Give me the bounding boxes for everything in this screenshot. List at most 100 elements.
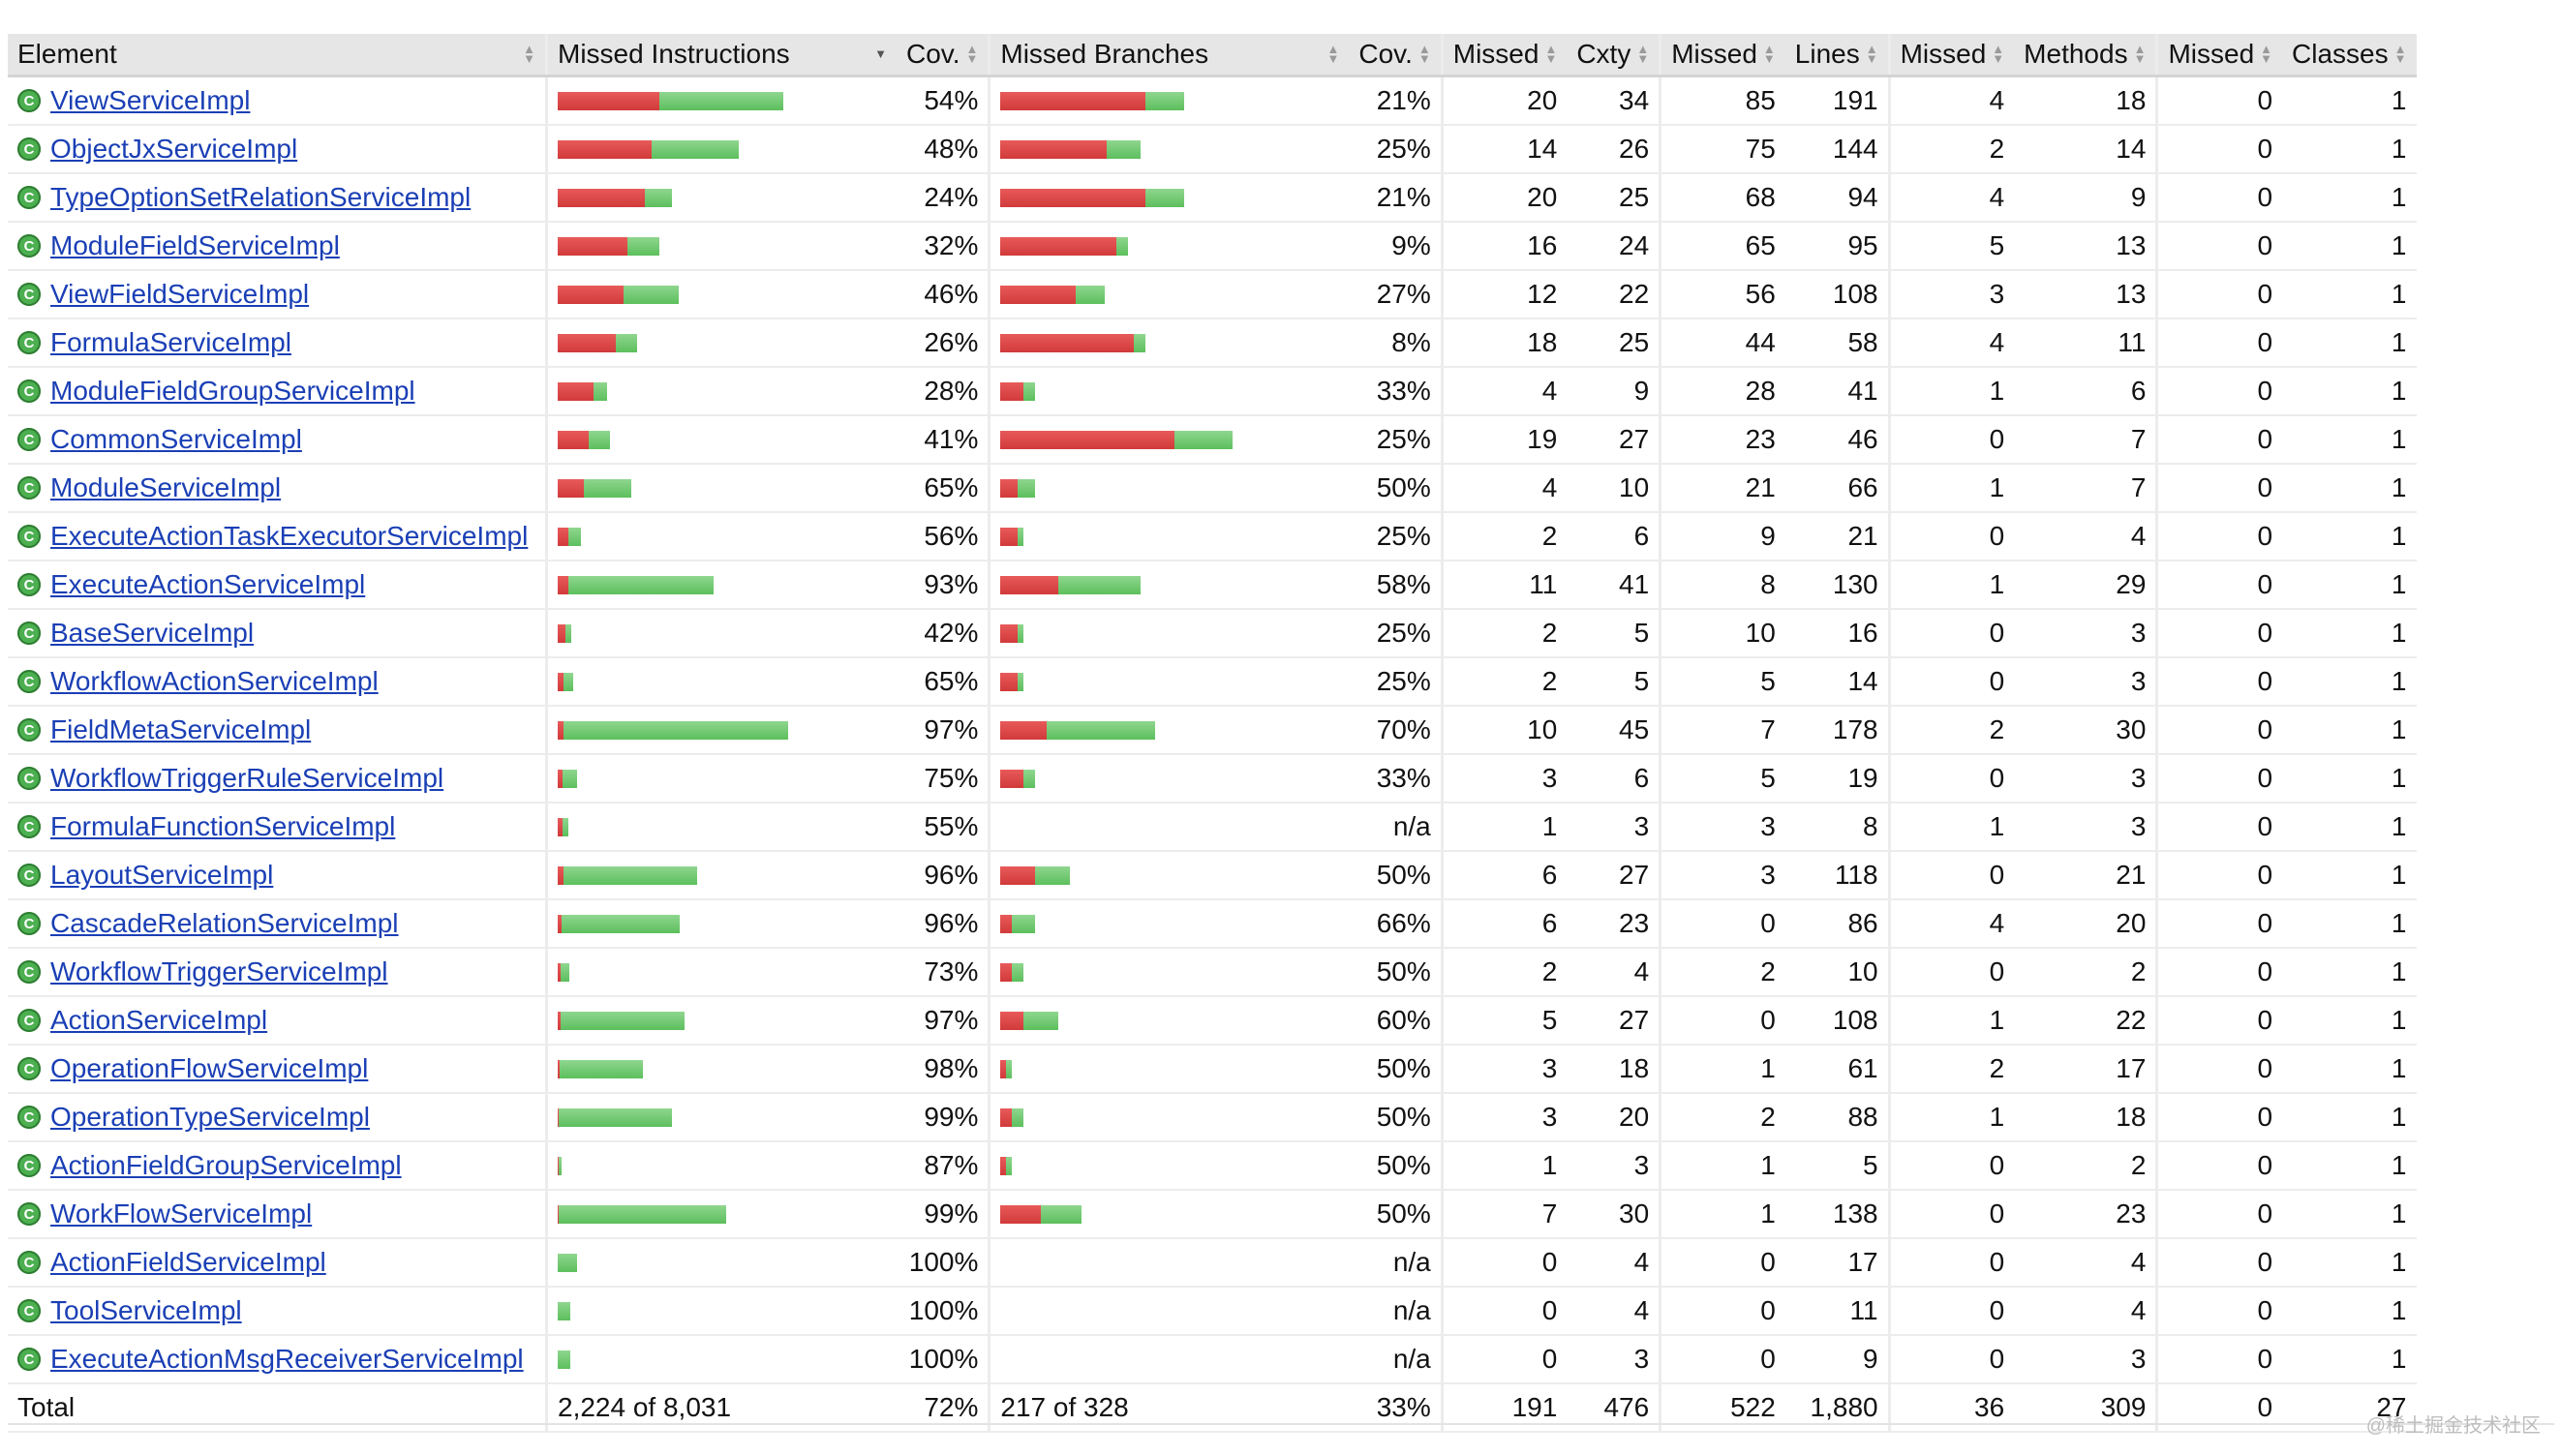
- col-cov-instructions[interactable]: Cov. ▲ ▼: [897, 34, 990, 77]
- branches-bar: [1000, 672, 1339, 691]
- missed-methods: 1: [1887, 464, 2015, 513]
- element-link[interactable]: TypeOptionSetRelationServiceImpl: [50, 182, 472, 212]
- branches-bar-cell: [988, 1093, 1350, 1142]
- col-missed-cxty[interactable]: Missed ▲ ▼: [1440, 34, 1568, 77]
- branches-coverage: 25%: [1349, 609, 1443, 658]
- branches-bar-cell: [988, 1190, 1350, 1239]
- sort-icon: ▲ ▼: [965, 42, 979, 66]
- element-link[interactable]: WorkflowTriggerRuleServiceImpl: [50, 763, 444, 793]
- element-link[interactable]: ExecuteActionServiceImpl: [50, 569, 366, 599]
- missed-cxty: 2: [1440, 609, 1568, 658]
- cxty: 5: [1567, 609, 1661, 658]
- element-link[interactable]: BaseServiceImpl: [50, 618, 255, 648]
- element-link[interactable]: ModuleServiceImpl: [50, 472, 282, 502]
- element-link[interactable]: ExecuteActionTaskExecutorServiceImpl: [50, 521, 529, 551]
- element-link[interactable]: ActionFieldGroupServiceImpl: [50, 1150, 402, 1180]
- col-methods[interactable]: Methods ▲ ▼: [2014, 34, 2157, 77]
- table-row: C ActionFieldGroupServiceImpl 87% 50% 1 3 1 5 0 2…: [8, 1141, 2417, 1191]
- missed-methods: 1: [1887, 561, 2015, 610]
- instructions-coverage: 93%: [897, 561, 990, 610]
- branches-covered-bar: [1018, 478, 1036, 498]
- missed-lines: 1: [1659, 1141, 1785, 1191]
- cxty: 20: [1567, 1093, 1661, 1142]
- instructions-missed-bar: [558, 1156, 559, 1175]
- missed-cxty: 2: [1440, 948, 1568, 997]
- class-icon: C: [17, 1202, 41, 1226]
- instructions-bar: [558, 1107, 887, 1127]
- element-link[interactable]: CascadeRelationServiceImpl: [50, 908, 399, 938]
- element-cell: C FormulaFunctionServiceImpl: [8, 803, 547, 852]
- sort-icon: ▲ ▼: [1865, 42, 1878, 66]
- branches-missed-bar: [1000, 1156, 1007, 1175]
- col-missed-lines[interactable]: Missed ▲ ▼: [1659, 34, 1785, 77]
- instructions-bar-cell: [545, 270, 897, 319]
- missed-lines: 65: [1659, 222, 1785, 271]
- col-missed-branches[interactable]: Missed Branches ▲ ▼: [988, 34, 1350, 77]
- methods: 13: [2014, 222, 2157, 271]
- missed-methods: 4: [1887, 76, 2015, 126]
- missed-cxty: 2: [1440, 657, 1568, 707]
- element-link[interactable]: ModuleFieldGroupServiceImpl: [50, 376, 415, 406]
- branches-covered-bar: [1018, 672, 1024, 691]
- sort-icon: ▲ ▼: [2393, 42, 2407, 66]
- missed-lines: 3: [1659, 851, 1785, 900]
- missed-methods: 3: [1887, 270, 2015, 319]
- element-link[interactable]: ToolServiceImpl: [50, 1295, 242, 1325]
- missed-lines: 44: [1659, 318, 1785, 368]
- element-link[interactable]: WorkflowTriggerServiceImpl: [50, 956, 388, 986]
- sort-desc-icon: ▼: [874, 46, 887, 61]
- branches-bar-cell: [988, 657, 1350, 707]
- missed-classes: 0: [2155, 125, 2283, 174]
- branches-bar: [1000, 333, 1339, 352]
- element-link[interactable]: CommonServiceImpl: [50, 424, 302, 454]
- instructions-bar: [558, 527, 887, 546]
- missed-lines: 2: [1659, 948, 1785, 997]
- col-element[interactable]: Element ▲ ▼: [8, 34, 547, 77]
- col-missed-methods[interactable]: Missed ▲ ▼: [1887, 34, 2015, 77]
- element-link[interactable]: FieldMetaServiceImpl: [50, 714, 312, 744]
- instructions-coverage: 73%: [897, 948, 990, 997]
- class-icon: C: [17, 864, 41, 887]
- element-link[interactable]: ModuleFieldServiceImpl: [50, 230, 340, 260]
- element-link[interactable]: FormulaServiceImpl: [50, 327, 291, 357]
- element-link[interactable]: FormulaFunctionServiceImpl: [50, 811, 396, 841]
- col-missed-instructions[interactable]: Missed Instructions ▼: [545, 34, 897, 77]
- classes: 1: [2282, 1287, 2417, 1336]
- instructions-bar-cell: [545, 125, 897, 174]
- element-link[interactable]: ObjectJxServiceImpl: [50, 134, 298, 164]
- col-lines[interactable]: Lines ▲ ▼: [1784, 34, 1890, 77]
- element-link[interactable]: ViewServiceImpl: [50, 85, 251, 115]
- element-link[interactable]: OperationTypeServiceImpl: [50, 1102, 370, 1132]
- element-link[interactable]: LayoutServiceImpl: [50, 860, 274, 890]
- branches-missed-bar: [1000, 1204, 1042, 1224]
- branches-coverage: 50%: [1349, 948, 1443, 997]
- classes: 1: [2282, 706, 2417, 755]
- element-link[interactable]: OperationFlowServiceImpl: [50, 1053, 369, 1083]
- col-classes[interactable]: Classes ▲ ▼: [2282, 34, 2417, 77]
- branches-coverage: 66%: [1349, 899, 1443, 949]
- element-link[interactable]: ActionServiceImpl: [50, 1005, 268, 1035]
- branches-covered-bar: [1134, 333, 1146, 352]
- element-cell: C CommonServiceImpl: [8, 415, 547, 465]
- classes: 1: [2282, 561, 2417, 610]
- branches-bar: [1000, 1204, 1339, 1224]
- instructions-bar: [558, 672, 887, 691]
- cxty: 41: [1567, 561, 1661, 610]
- branches-covered-bar: [1041, 1204, 1082, 1224]
- col-cov-branches[interactable]: Cov. ▲ ▼: [1349, 34, 1443, 77]
- branches-covered-bar: [1012, 1107, 1024, 1127]
- branches-coverage: 50%: [1349, 851, 1443, 900]
- element-link[interactable]: WorkflowActionServiceImpl: [50, 666, 379, 696]
- branches-covered-bar: [1012, 914, 1036, 933]
- element-link[interactable]: ExecuteActionMsgReceiverServiceImpl: [50, 1344, 524, 1374]
- col-missed-classes[interactable]: Missed ▲ ▼: [2155, 34, 2283, 77]
- element-link[interactable]: WorkFlowServiceImpl: [50, 1198, 313, 1228]
- instructions-covered-bar: [564, 720, 788, 740]
- element-link[interactable]: ActionFieldServiceImpl: [50, 1247, 326, 1277]
- element-cell: C ViewFieldServiceImpl: [8, 270, 547, 319]
- element-link[interactable]: ViewFieldServiceImpl: [50, 279, 310, 309]
- col-cxty[interactable]: Cxty ▲ ▼: [1567, 34, 1661, 77]
- lines: 5: [1784, 1141, 1890, 1191]
- missed-cxty: 0: [1440, 1335, 1568, 1384]
- class-icon: C: [17, 1009, 41, 1032]
